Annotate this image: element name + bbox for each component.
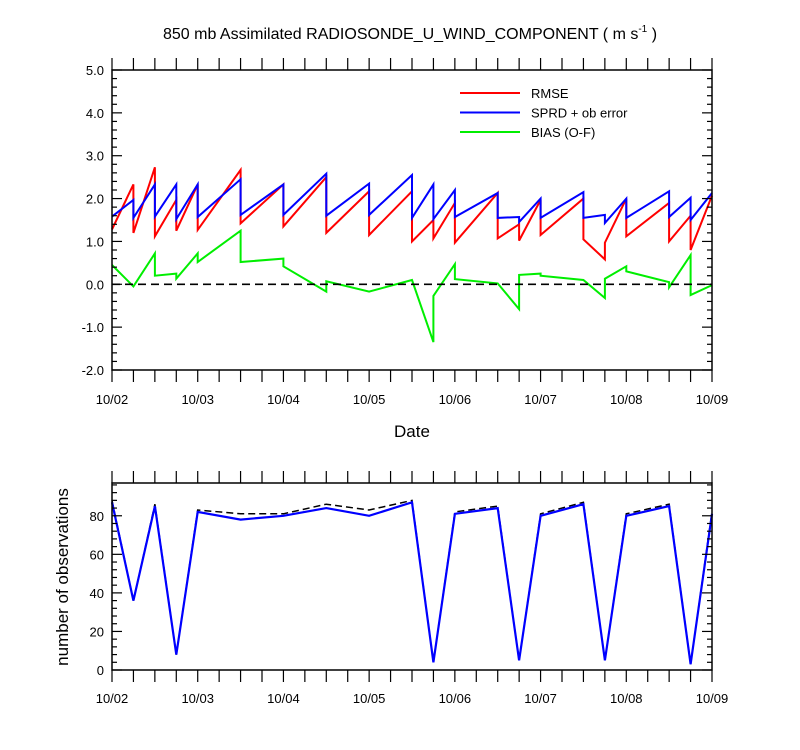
x-tick-label: 10/09 (696, 392, 729, 407)
legend: RMSE SPRD + ob error BIAS (O-F) (460, 86, 628, 140)
chart-title-units: m s (613, 26, 639, 43)
obs-series-dashed (111, 499, 713, 665)
chart-title: 850 mb Assimilated RADIOSONDE_U_WIND_COM… (163, 24, 657, 43)
x-tick-label: 10/05 (353, 691, 386, 706)
x-tick-label: 10/08 (610, 691, 643, 706)
y-tick-label: 2.0 (86, 192, 104, 207)
legend-label-bias-o-f: BIAS (O-F) (531, 125, 595, 140)
legend-label-rmse: RMSE (531, 86, 569, 101)
y-tick-label: 20 (90, 624, 104, 639)
x-tick-label: 10/07 (524, 392, 557, 407)
y-axis-title: number of observations (53, 488, 72, 666)
x-tick-label: 10/06 (439, 392, 472, 407)
series-line-bias-o-f (111, 228, 713, 343)
x-tick-label: 10/02 (96, 691, 129, 706)
x-tick-label: 10/06 (439, 691, 472, 706)
x-tick-label: 10/04 (267, 691, 300, 706)
chart-title-units-sup: -1 (638, 24, 647, 35)
y-tick-label: 80 (90, 509, 104, 524)
obs-series-solid (110, 500, 714, 665)
legend-label-sprd-ob-error: SPRD + ob error (531, 106, 628, 121)
x-tick-label: 10/08 (610, 392, 643, 407)
y-tick-label: -2.0 (82, 363, 104, 378)
series-line-sprd-ob-error (111, 171, 713, 226)
x-tick-label: 10/07 (524, 691, 557, 706)
x-tick-label: 10/05 (353, 392, 386, 407)
y-tick-label: 0 (97, 663, 104, 678)
y-tick-label: 60 (90, 547, 104, 562)
y-tick-label: 4.0 (86, 106, 104, 121)
y-tick-label: 3.0 (86, 149, 104, 164)
x-tick-label: 10/09 (696, 691, 729, 706)
x-tick-label: 10/03 (181, 691, 214, 706)
chart-title-main: 850 mb Assimilated RADIOSONDE_U_WIND_COM… (163, 26, 599, 43)
x-tick-label: 10/03 (181, 392, 214, 407)
bias-rmse-panel: 850 mb Assimilated RADIOSONDE_U_WIND_COM… (82, 24, 729, 441)
y-tick-label: 5.0 (86, 63, 104, 78)
y-tick-label: 1.0 (86, 234, 104, 249)
x-axis-title: Date (394, 422, 430, 441)
observation-count-panel: 0 20 40 60 80 10/02 10/03 10/04 10/05 10/06 10/07 1… (53, 471, 728, 706)
y-tick-label: 40 (90, 586, 104, 601)
y-tick-label: 0.0 (86, 277, 104, 292)
y-tick-label: -1.0 (82, 320, 104, 335)
bottom-plot-frame (111, 482, 713, 671)
x-tick-label: 10/02 (96, 392, 129, 407)
x-tick-label: 10/04 (267, 392, 300, 407)
series-line-rmse (111, 166, 713, 262)
